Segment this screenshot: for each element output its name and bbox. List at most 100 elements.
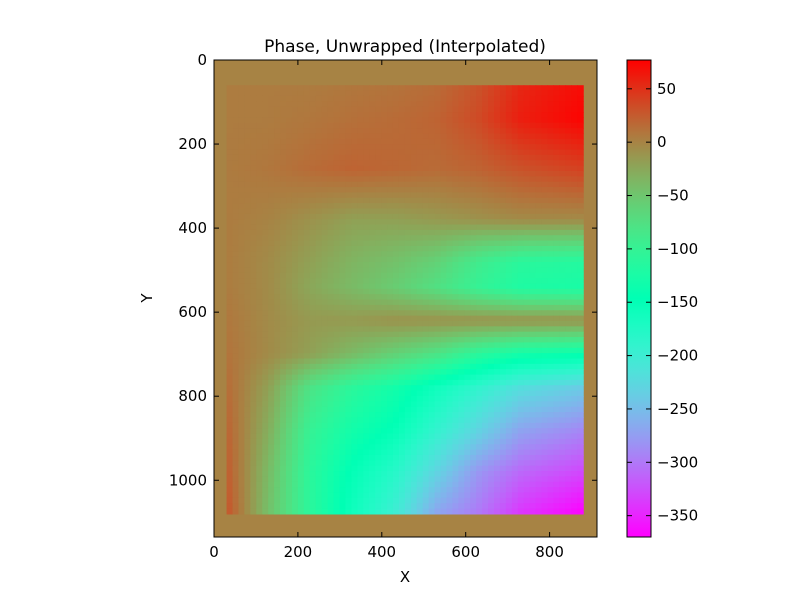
heatmap-cell [387,353,394,360]
heatmap-cell [392,272,400,279]
heatmap-cell [488,219,495,226]
heatmap-cell [315,192,323,199]
heatmap-cell [428,181,436,188]
heatmap-cell [452,187,459,193]
heatmap-cell [428,165,436,172]
heatmap-cell [458,385,465,392]
heatmap-cell [345,219,352,226]
heatmap-cell [244,438,251,445]
heatmap-cell [274,278,281,285]
heatmap-cell [410,154,418,161]
heatmap-cell [345,181,352,188]
heatmap-cell [357,122,364,129]
heatmap-cell [226,165,234,172]
heatmap-cell [375,133,382,140]
heatmap-cell [280,229,287,236]
heatmap-cell [529,315,537,322]
heatmap-cell [517,310,525,317]
heatmap-cell [244,310,251,317]
heatmap-cell [381,154,388,161]
heatmap-cell [327,149,335,156]
heatmap-cell [333,256,341,263]
heatmap-cell [256,208,263,215]
heatmap-cell [291,401,299,408]
heatmap-cell [476,353,483,360]
heatmap-cell [440,170,448,177]
heatmap-cell [375,213,382,220]
heatmap-cell [357,95,364,102]
heatmap-cell [571,369,578,376]
heatmap-cell [452,390,459,397]
heatmap-cell [250,487,257,494]
heatmap-cell [345,283,352,290]
heatmap-cell [458,390,465,397]
heatmap-cell [488,304,495,311]
heatmap-cell [297,304,305,311]
heatmap-cell [559,101,566,108]
heatmap-cell [571,283,578,290]
heatmap-cell [333,481,341,488]
heatmap-cell [297,288,305,295]
heatmap-cell [488,449,495,456]
heatmap-cell [286,492,293,499]
heatmap-cell [446,342,454,349]
heatmap-cell [529,454,537,461]
heatmap-cell [404,149,412,156]
heatmap-cell [458,492,465,499]
heatmap-cell [440,262,448,268]
heatmap-cell [523,283,531,290]
heatmap-cell [398,379,406,386]
colorbar-tick-label: −250 [657,400,698,418]
heatmap-cell [398,192,406,199]
heatmap-cell [529,358,537,365]
heatmap-cell [297,106,305,113]
heatmap-cell [256,320,263,327]
heatmap-cell [256,481,263,488]
heatmap-cell [446,251,454,258]
heatmap-cell [345,471,352,477]
heatmap-cell [387,90,394,97]
heatmap-cell [505,326,513,333]
heatmap-cell [404,203,412,210]
heatmap-cell [482,278,489,285]
heatmap-cell [535,390,543,397]
heatmap-cell [387,476,394,483]
heatmap-cell [291,396,299,402]
heatmap-cell [404,390,412,397]
heatmap-cell [440,267,448,274]
heatmap-cell [309,503,317,510]
heatmap-cell [470,149,477,156]
heatmap-cell [559,331,566,338]
heatmap-cell [375,369,382,376]
heatmap-cell [559,353,566,360]
heatmap-cell [416,117,424,124]
heatmap-cell [333,315,341,322]
heatmap-cell [280,245,287,252]
heatmap-cell [547,497,555,504]
heatmap-cell [363,342,370,349]
heatmap-cell [268,95,275,102]
heatmap-cell [262,128,269,135]
heatmap-cell [541,272,549,279]
heatmap-cell [422,422,430,429]
heatmap-cell [440,471,448,477]
heatmap-cell [505,224,513,231]
heatmap-cell [494,240,501,247]
heatmap-cell [303,363,311,370]
heatmap-cell [392,492,400,499]
heatmap-cell [470,219,477,226]
heatmap-cell [387,412,394,419]
heatmap-cell [339,181,347,188]
heatmap-cell [505,385,513,392]
heatmap-cell [547,390,555,397]
heatmap-cell [297,460,305,467]
heatmap-cell [535,326,543,333]
heatmap-cell [232,208,240,215]
heatmap-cell [250,117,257,124]
heatmap-cell [238,379,246,386]
heatmap-cell [274,347,281,354]
heatmap-cell [410,487,418,494]
heatmap-cell [499,112,507,118]
heatmap-cell [244,106,251,113]
heatmap-cell [511,433,519,440]
